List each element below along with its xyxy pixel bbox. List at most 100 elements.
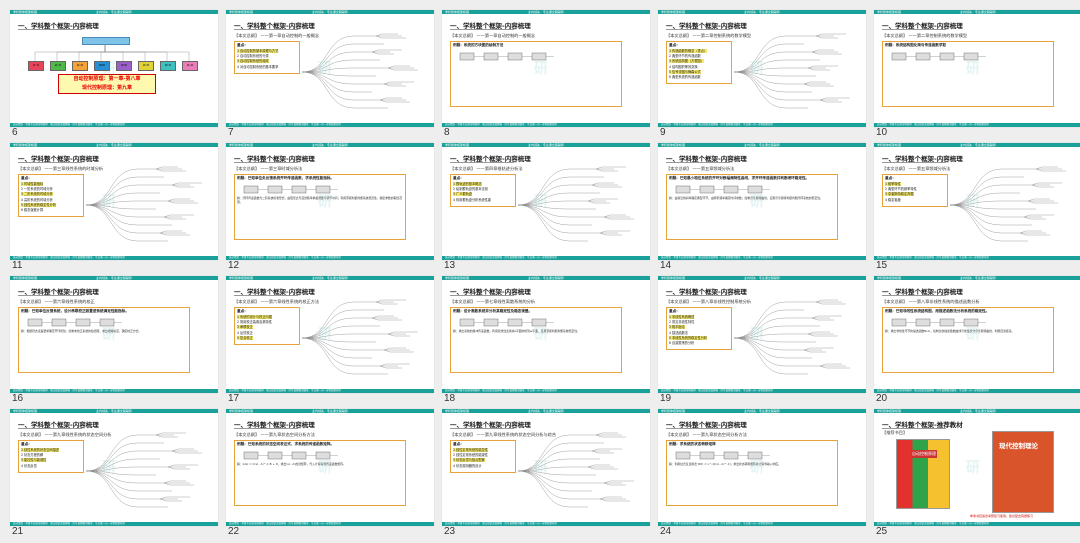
slide-header-left: 学科整体框架梳理 (445, 10, 470, 14)
slide-header-bar: 学科整体框架梳理 业内领先 · 专业课全程辅导 (442, 143, 650, 147)
slide-thumbnail[interactable]: 学科整体框架梳理 业内领先 · 专业课全程辅导 一、学科整个框架-内容梳理 【本文总纲… (874, 10, 1080, 141)
watermark-logo: 研 (750, 460, 764, 476)
slide-thumbnail[interactable]: 学科整体框架梳理 业内领先 · 专业课全程辅导 一、学科整个框架-内容梳理 【本文总纲… (442, 143, 650, 274)
key-point-text: 3 二阶系统的时域分析 (21, 192, 53, 197)
slide-header-mid: 业内领先 · 专业课全程辅导 (312, 10, 348, 14)
key-point-item: 1 根轨迹的基本概念 (451, 182, 515, 187)
slide-thumbnail[interactable]: 学科整体框架梳理 业内领先 · 专业课全程辅导 一、学科整个框架-内容梳理 【本文总纲… (442, 409, 650, 540)
title-underline (666, 162, 730, 163)
box-heading: 重点： (453, 176, 464, 180)
key-points-box: 重点： 1 线性定常系统的能控性 2 线性定常系统的能观性 3 状态反馈与极点配置 4 … (450, 440, 516, 473)
title-underline (450, 162, 514, 163)
slide-preview: 学科整体框架梳理 业内领先 · 专业课全程辅导 一、学科整个框架-内容梳理 【本文总纲… (658, 10, 866, 127)
key-point-item: 3 广义根轨迹 (451, 192, 515, 197)
slide-title: 一、学科整个框架-内容梳理 (666, 155, 747, 163)
key-point-text: 1 频率特性 (885, 182, 901, 186)
example-solution-text: 解：闭环传递函数为二阶系统标准形式，由阻尼比与自然频率求超调量与调节时间；利用劳… (237, 196, 403, 205)
chapter-node: 第三章 (72, 61, 88, 71)
example-box: 例题：求系统的状态转移矩阵 解：利用拉氏反变换法 Φ(t) = L^-1[(sI … (666, 440, 838, 506)
slide-header-mid: 业内领先 · 专业课全程辅导 (528, 10, 564, 14)
slide-number: 12 (228, 260, 240, 271)
slide-thumbnail[interactable]: 学科整体框架梳理 业内领先 · 专业课全程辅导 一、学科整个框架-内容梳理 【本文总纲… (226, 143, 434, 274)
slide-thumbnail[interactable]: 学科整体框架梳理 业内领先 · 专业课全程辅导 一、学科整个框架-推荐教材 【推荐书目… (874, 409, 1080, 540)
slide-header-bar: 学科整体框架梳理 业内领先 · 专业课全程辅导 (874, 10, 1080, 14)
slide-header-left: 学科整体框架梳理 (229, 143, 254, 147)
slide-footer-text: 高分经验 · 考研专业课全程辅导 · 难点知识深度解析 · 历年真题精讲精练 ·… (229, 522, 342, 525)
slide-header-bar: 学科整体框架梳理 业内领先 · 专业课全程辅导 (874, 143, 1080, 147)
slide-thumbnail[interactable]: 学科整体框架梳理 业内领先 · 专业课全程辅导 一、学科整个框架-内容梳理 【本文总纲… (10, 276, 218, 407)
slide-thumbnail[interactable]: 学科整体框架梳理 业内领先 · 专业课全程辅导 一、学科整个框架-内容梳理 【本文总纲… (442, 276, 650, 407)
slide-header-bar: 学科整体框架梳理 业内领先 · 专业课全程辅导 (658, 143, 866, 147)
slide-header-bar: 学科整体框架梳理 业内领先 · 专业课全程辅导 (10, 276, 218, 280)
slide-header-bar: 学科整体框架梳理 业内领先 · 专业课全程辅导 (442, 10, 650, 14)
box-heading: 重点： (237, 43, 248, 47)
slide-thumbnail[interactable]: 学科整体框架梳理 业内领先 · 专业课全程辅导 一、学科整个框架-内容梳理 【本文总纲… (658, 276, 866, 407)
key-point-item: 4 对自动控制系统的基本要求 (235, 65, 299, 70)
key-point-item: 1 时域性能指标 (19, 182, 83, 187)
slide-footer-bar: 高分经验 · 考研专业课全程辅导 · 难点知识深度解析 · 历年真题精讲精练 ·… (658, 389, 866, 393)
slide-title: 一、学科整个框架-内容梳理 (882, 155, 963, 163)
mind-map-branches (949, 166, 1066, 242)
title-underline (666, 428, 730, 429)
key-point-item: 1 自动控制的基本原理与方式 (235, 49, 299, 54)
key-point-item: 5 复合校正 (235, 335, 299, 341)
key-point-item: 2 状态方程的解 (19, 453, 83, 458)
slide-footer-text: 高分经验 · 考研专业课全程辅导 · 难点知识深度解析 · 历年真题精讲精练 ·… (229, 389, 342, 392)
slide-thumbnail[interactable]: 学科整体框架梳理 业内领先 · 专业课全程辅导 一、学科整个框架-内容梳理 【本文总纲… (658, 143, 866, 274)
slide-thumbnail-grid: 学科整体框架梳理 业内领先 · 专业课全程辅导 一、学科整个框架-内容梳理 第一章 第二… (10, 10, 1080, 537)
slide-subtitle: 【本文总纲】 ——第九章线性系统的状态空间分析 (18, 432, 112, 437)
slide-subtitle: 【本文总纲】 ——第二章控制系统的数学模型 (882, 33, 968, 38)
box-heading: 重点： (669, 43, 680, 47)
slide-header-mid: 业内领先 · 专业课全程辅导 (528, 276, 564, 280)
slide-thumbnail[interactable]: 学科整体框架梳理 业内领先 · 专业课全程辅导 一、学科整个框架-内容梳理 【本文总纲… (10, 143, 218, 274)
example-box: 例题：系统结构图化简与传递函数求取 (882, 41, 1054, 107)
slide-preview: 学科整体框架梳理 业内领先 · 专业课全程辅导 一、学科整个框架-内容梳理 第一章 第二… (10, 10, 218, 127)
watermark-logo: 研 (966, 460, 980, 476)
mind-map-branches (85, 432, 202, 508)
slide-preview: 学科整体框架梳理 业内领先 · 专业课全程辅导 一、学科整个框架-内容梳理 【本文总纲… (658, 409, 866, 526)
box-heading: 例题：已知系统的状态空间表达式，求系统的传递函数矩阵。 (237, 442, 335, 446)
title-underline (450, 295, 514, 296)
key-point-item: 4 利用根轨迹分析系统性能 (451, 198, 515, 203)
slide-header-bar: 学科整体框架梳理 业内领先 · 专业课全程辅导 (10, 10, 218, 14)
key-point-item: 6 稳态误差计算 (19, 208, 83, 213)
slide-thumbnail[interactable]: 学科整体框架梳理 业内领先 · 专业课全程辅导 一、学科整个框架-内容梳理 【本文总纲… (658, 409, 866, 540)
slide-thumbnail[interactable]: 学科整体框架梳理 业内领先 · 专业课全程辅导 一、学科整个框架-内容梳理 【本文总纲… (226, 409, 434, 540)
slide-subtitle: 【本文总纲】 ——第六章线性系统的校正方法 (234, 299, 320, 304)
slide-thumbnail[interactable]: 学科整体框架梳理 业内领先 · 专业课全程辅导 一、学科整个框架-内容梳理 【本文总纲… (226, 276, 434, 407)
slide-thumbnail[interactable]: 学科整体框架梳理 业内领先 · 专业课全程辅导 一、学科整个框架-内容梳理 【本文总纲… (874, 143, 1080, 274)
key-point-text: 4 状态观测器的设计 (453, 463, 482, 468)
key-point-text: 2 典型环节的传递函数 (669, 54, 701, 59)
example-solution-text: 解：G(s) = C(sI - A)^-1 B + D，求出(sI - A)的逆… (237, 462, 346, 466)
slide-preview: 学科整体框架梳理 业内领先 · 专业课全程辅导 一、学科整个框架-内容梳理 【本文总纲… (226, 10, 434, 127)
key-point-text: 2 自动控制系统的分类 (237, 54, 269, 59)
slide-header-bar: 学科整体框架梳理 业内领先 · 专业课全程辅导 (442, 409, 650, 413)
slide-header-bar: 学科整体框架梳理 业内领先 · 专业课全程辅导 (10, 409, 218, 413)
key-point-text: 5 非线性系统的稳定性分析 (669, 335, 708, 340)
watermark-logo: 研 (534, 460, 548, 476)
slide-thumbnail[interactable]: 学科整体框架梳理 业内领先 · 专业课全程辅导 一、学科整个框架-内容梳理 【本文总纲… (658, 10, 866, 141)
key-point-item: 1 频率特性 (883, 182, 947, 187)
slide-thumbnail[interactable]: 学科整体框架梳理 业内领先 · 专业课全程辅导 一、学科整个框架-内容梳理 第一章 第二… (10, 10, 218, 141)
slide-thumbnail[interactable]: 学科整体框架梳理 业内领先 · 专业课全程辅导 一、学科整个框架-内容梳理 【本文总纲… (442, 10, 650, 141)
slide-preview: 学科整体框架梳理 业内领先 · 专业课全程辅导 一、学科整个框架-内容梳理 【本文总纲… (226, 276, 434, 393)
key-point-item: 4 高阶系统的时域分析 (19, 198, 83, 203)
slide-header-mid: 业内领先 · 专业课全程辅导 (744, 276, 780, 280)
slide-subtitle: 【本文总纲】 ——第二章控制系统的数学模型 (666, 33, 752, 38)
key-point-text: 6 稳态误差计算 (21, 208, 44, 213)
slide-footer-bar: 高分经验 · 考研专业课全程辅导 · 难点知识深度解析 · 历年真题精讲精练 ·… (442, 123, 650, 127)
slide-header-left: 学科整体框架梳理 (13, 143, 38, 147)
key-point-text: 3 奈奎斯特稳定判据 (885, 192, 914, 197)
title-underline (234, 162, 298, 163)
box-heading: 重点： (237, 309, 248, 313)
slide-header-mid: 业内领先 · 专业课全程辅导 (528, 143, 564, 147)
slide-thumbnail[interactable]: 学科整体框架梳理 业内领先 · 专业课全程辅导 一、学科整个框架-内容梳理 【本文总纲… (226, 10, 434, 141)
slide-title: 一、学科整个框架-内容梳理 (450, 155, 531, 163)
slide-header-left: 学科整体框架梳理 (877, 10, 902, 14)
slide-footer-text: 高分经验 · 考研专业课全程辅导 · 难点知识深度解析 · 历年真题精讲精练 ·… (661, 389, 774, 392)
slide-footer-text: 高分经验 · 考研专业课全程辅导 · 难点知识深度解析 · 历年真题精讲精练 ·… (661, 522, 774, 525)
slide-thumbnail[interactable]: 学科整体框架梳理 业内领先 · 专业课全程辅导 一、学科整个框架-内容梳理 【本文总纲… (874, 276, 1080, 407)
slide-number: 19 (660, 393, 672, 404)
slide-title: 一、学科整个框架-内容梳理 (18, 288, 99, 296)
slide-thumbnail[interactable]: 学科整体框架梳理 业内领先 · 专业课全程辅导 一、学科整个框架-内容梳理 【本文总纲… (10, 409, 218, 540)
